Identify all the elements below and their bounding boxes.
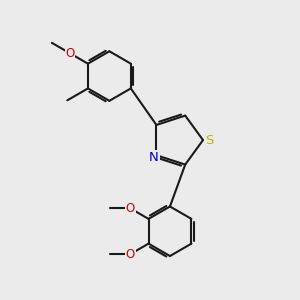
- Text: O: O: [126, 248, 135, 260]
- Text: S: S: [205, 134, 214, 147]
- Text: O: O: [126, 202, 135, 215]
- Text: N: N: [149, 151, 159, 164]
- Text: O: O: [65, 47, 74, 60]
